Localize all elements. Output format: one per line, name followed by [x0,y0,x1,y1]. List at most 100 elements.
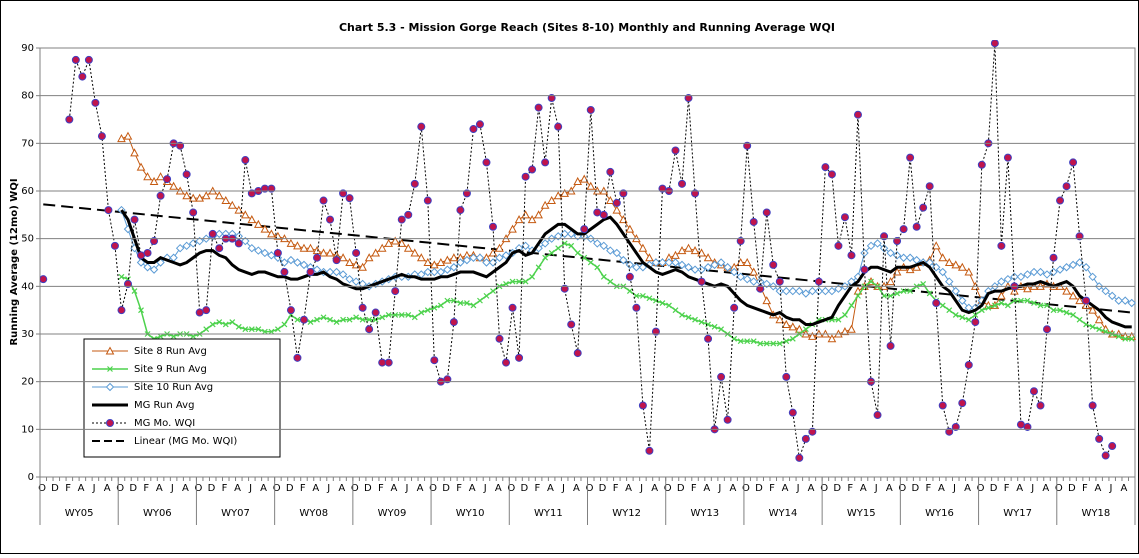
x-tick-label: F [613,483,619,494]
marker [462,189,471,198]
legend-label: Site 8 Run Avg [134,346,207,357]
marker [847,251,856,260]
marker [542,254,549,261]
marker [475,253,485,262]
x-tick-label: J [92,483,96,494]
marker [677,246,687,255]
marker [847,324,856,333]
x-tick-label: D [599,483,607,494]
marker [397,238,407,247]
marker [1088,305,1097,314]
marker [325,248,335,257]
group-label: WY09 [378,508,407,519]
marker [842,312,848,318]
marker [1049,267,1058,277]
marker [294,316,301,323]
marker [527,215,537,224]
marker [1010,272,1019,282]
x-tick-label: D [129,483,137,494]
marker [398,312,405,318]
y-tick-label: 30 [21,329,34,340]
marker [1036,401,1045,410]
x-tick-label: O [898,483,906,494]
marker [528,165,537,174]
marker [150,237,159,246]
marker [548,250,555,256]
marker [540,239,550,248]
marker [71,55,80,64]
marker [371,248,381,257]
legend-label: MG Run Avg [134,400,194,411]
marker [678,179,687,188]
marker [705,321,712,328]
marker [938,267,947,277]
legend: Site 8 Run Avg Site 9 Run Avg Site 10 Run … [83,338,281,458]
marker [477,297,483,304]
marker [952,312,959,318]
marker [561,240,568,247]
group-label: WY05 [65,508,94,519]
marker [951,260,961,269]
x-tick-label: A [260,483,267,494]
marker [860,248,869,258]
marker [351,277,361,286]
marker [443,375,452,384]
marker [775,315,785,324]
marker [853,110,862,119]
marker [651,327,660,336]
marker [195,308,204,317]
marker [482,158,491,167]
x-tick-label: F [300,483,306,494]
marker [314,316,320,323]
x-tick-label: F [769,483,775,494]
marker [573,349,582,358]
marker [906,153,915,162]
marker [247,215,257,224]
x-tick-label: A [886,483,893,494]
marker [261,328,268,335]
x-tick-label: D [1068,483,1076,494]
marker [762,279,771,289]
marker [169,181,178,190]
marker [423,267,433,277]
marker [554,122,563,131]
marker [306,243,315,252]
marker [1050,307,1057,314]
marker [579,174,589,183]
x-tick-label: A [573,483,580,494]
x-tick-label: F [378,483,384,494]
x-tick-label: J [405,483,409,494]
y-tick-label: 50 [21,234,34,245]
marker [573,176,583,185]
x-tick-label: D [990,483,998,494]
x-tick-label: O [586,483,594,494]
marker [149,265,159,274]
marker [1102,328,1109,335]
group-label: WY11 [534,508,563,519]
marker [105,382,115,392]
marker [107,366,113,372]
marker [762,208,771,217]
marker [1049,253,1058,262]
x-tick-label: A [964,483,971,494]
marker [971,318,980,327]
marker [1127,298,1136,308]
marker [873,239,882,248]
marker [267,251,276,260]
marker [286,238,296,247]
marker [711,323,718,330]
x-tick-label: D [912,483,920,494]
marker [306,268,315,277]
marker [417,122,426,131]
marker [743,141,752,150]
marker [965,316,972,323]
marker [692,316,698,323]
marker [535,264,542,271]
x-tick-label: J [561,483,565,494]
x-tick-label: F [926,483,932,494]
marker [894,290,901,297]
marker [345,194,354,203]
group-label: WY12 [612,508,641,519]
x-tick-label: A [547,483,554,494]
marker [808,286,817,296]
